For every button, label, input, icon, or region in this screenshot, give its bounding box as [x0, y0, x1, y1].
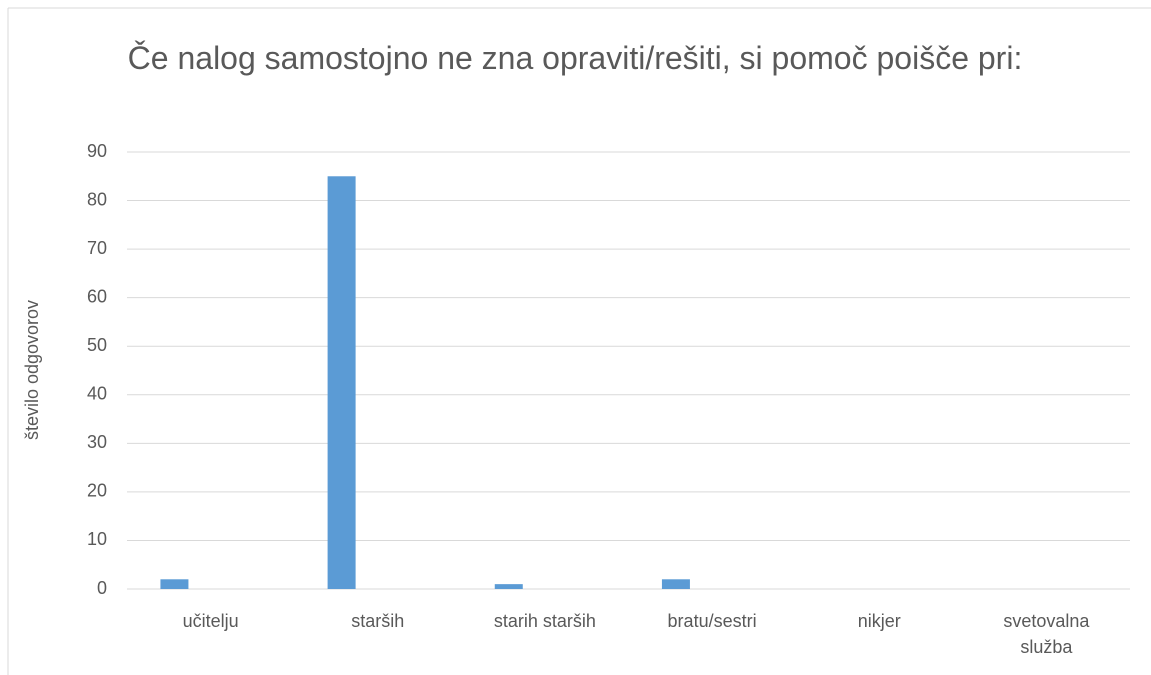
y-tick-label: 80: [87, 189, 107, 209]
y-tick-label: 40: [87, 384, 107, 404]
y-tick-label: 90: [87, 141, 107, 161]
bar: [327, 176, 356, 589]
bar: [160, 579, 189, 589]
x-tick-label: bratu/sestri: [667, 611, 757, 631]
x-tick-label: nikjer: [857, 611, 901, 631]
x-tick-label: učitelju: [182, 611, 239, 631]
y-tick-label: 20: [87, 481, 107, 501]
y-tick-label: 60: [87, 286, 107, 306]
y-tick-label: 0: [97, 578, 107, 598]
x-tick-label: starših: [351, 611, 405, 631]
bar: [661, 579, 690, 589]
y-tick-label: 70: [87, 238, 107, 258]
chart-title: Če nalog samostojno ne zna opraviti/reši…: [127, 40, 1023, 76]
y-tick-label: 30: [87, 432, 107, 452]
bar: [494, 584, 523, 589]
y-tick-label: 50: [87, 335, 107, 355]
y-axis-label: število odgovorov: [22, 300, 42, 440]
x-tick-label: starih starših: [493, 611, 596, 631]
x-tick-label: svetovalna služba: [1003, 611, 1090, 657]
y-tick-label: 10: [87, 529, 107, 549]
